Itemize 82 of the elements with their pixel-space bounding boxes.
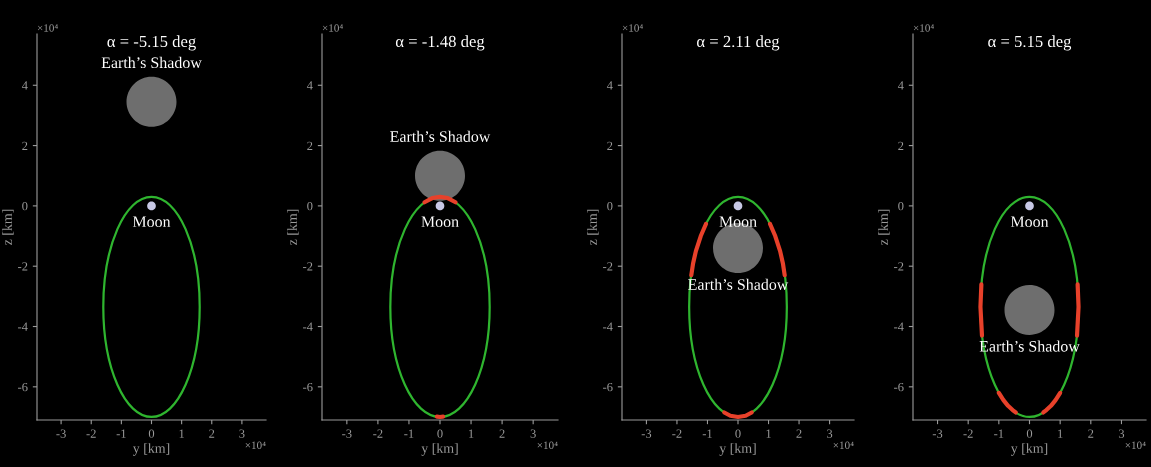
x-axis-title: y [km] (719, 443, 756, 456)
x-tick-label: -3 (932, 429, 943, 438)
text: ×10⁴ (622, 24, 643, 32)
text: ×10⁴ (37, 24, 58, 32)
text: ×10⁴ (322, 24, 343, 32)
y-tick-label: -2 (18, 262, 28, 271)
x-tick-label: 0 (1026, 429, 1033, 438)
y-tick-label: 4 (606, 81, 613, 90)
y-tick-label: 2 (898, 141, 904, 150)
x-tick-label: -1 (116, 429, 126, 438)
chart-title: α = 2.11 deg (697, 35, 780, 51)
x-axis-title: y [km] (421, 443, 458, 456)
x-tick-label: 1 (469, 429, 474, 438)
y-tick-label: 4 (897, 81, 904, 90)
text: ×10⁴ (245, 441, 266, 450)
x-tick-label: 0 (148, 429, 155, 438)
x-tick-label: -3 (56, 429, 66, 438)
line-series (689, 221, 709, 278)
x-tick-label: 1 (766, 429, 771, 438)
x-tick-label: -2 (86, 429, 96, 438)
x-tick-label: -2 (672, 429, 682, 438)
x-tick-label: 3 (1118, 429, 1125, 438)
y-tick-label: 0 (898, 201, 904, 211)
x-tick-label: 2 (796, 429, 802, 438)
x-tick-label: 2 (1088, 429, 1094, 438)
line-series (767, 221, 787, 278)
series-label: Earth’s Shadow (101, 56, 202, 69)
y-tick-label: 2 (22, 141, 28, 150)
y-tick-label: 0 (607, 201, 613, 211)
x-tick-label: 2 (499, 429, 505, 438)
y-tick-label: -2 (894, 262, 904, 271)
chart-title: α = 5.15 deg (988, 35, 1072, 51)
y-tick-label: -6 (603, 382, 613, 392)
y-axis-title: z [km] (287, 209, 299, 245)
text: ×10⁴ (913, 24, 934, 32)
y-tick-label: 0 (307, 201, 313, 211)
y-tick-label: 2 (307, 141, 313, 150)
x-tick-label: -3 (641, 429, 652, 438)
x-tick-label: 0 (735, 429, 741, 438)
x-tick-label: -1 (404, 429, 414, 438)
x-axis-title: y [km] (1010, 443, 1048, 456)
chart-title: α = -5.15 deg (107, 35, 196, 51)
x-tick-label: 3 (530, 429, 536, 438)
y-tick-label: 4 (21, 81, 28, 90)
x-tick-label: 2 (209, 429, 215, 438)
x-tick-label: 1 (1058, 429, 1063, 438)
x-tick-label: -1 (994, 429, 1004, 438)
x-axis-title: y [km] (132, 443, 170, 456)
x-tick-label: 0 (437, 429, 443, 438)
line-series (1041, 390, 1063, 415)
y-tick-label: -4 (894, 322, 904, 331)
chart-title: α = -1.48 deg (395, 35, 485, 51)
x-tick-label: -2 (963, 429, 973, 438)
x-tick-label: 3 (239, 429, 245, 438)
line-series (996, 390, 1018, 415)
x-tick-label: 1 (179, 429, 185, 438)
text: ×10⁴ (833, 441, 854, 450)
y-tick-label: 4 (306, 81, 313, 90)
series-label: Moon (421, 216, 459, 228)
series-label: Moon (719, 216, 757, 228)
text: ×10⁴ (1125, 441, 1146, 450)
y-tick-label: -6 (18, 382, 28, 392)
y-tick-label: -2 (303, 262, 313, 271)
series-label: Earth’s Shadow (390, 130, 491, 142)
y-axis-title: z [km] (2, 209, 14, 245)
y-tick-label: -4 (603, 322, 613, 331)
series-label: Moon (132, 216, 171, 228)
y-tick-label: -6 (303, 382, 313, 392)
text: ×10⁴ (537, 441, 558, 450)
y-tick-label: -2 (603, 262, 613, 271)
y-tick-label: 0 (22, 201, 28, 211)
x-tick-label: -2 (373, 429, 383, 438)
y-tick-label: -4 (303, 322, 313, 331)
series-label: Moon (1010, 216, 1049, 228)
y-tick-label: -6 (894, 382, 904, 392)
x-tick-label: -3 (342, 429, 352, 438)
y-tick-label: 2 (607, 141, 613, 150)
y-axis-title: z [km] (587, 209, 599, 245)
x-tick-label: 3 (827, 429, 833, 438)
y-axis-title: z [km] (878, 209, 890, 245)
x-tick-label: -1 (702, 429, 712, 438)
y-tick-label: -4 (18, 322, 28, 331)
